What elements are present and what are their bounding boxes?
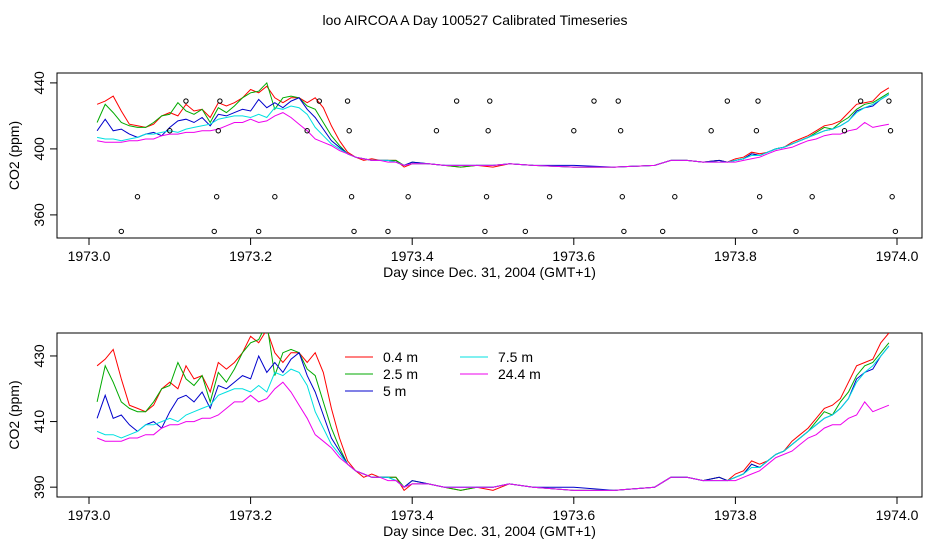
y-tick-label: 390 [31,475,47,499]
legend-label: 24.4 m [498,366,541,382]
y-tick-label: 360 [31,203,47,227]
data-point [617,128,624,134]
y-tick-label: 430 [31,344,47,368]
data-point [621,228,627,235]
x-tick-label: 1973.6 [552,248,595,264]
series-line-2-5-m [96,333,890,491]
top-panel: 1973.0 1973.2 1973.4 1973.6 1973.8 1974.0 360 4… [6,71,923,280]
data-point [215,128,221,134]
plot-frame [56,72,923,239]
legend-label: 2.5 m [383,366,418,382]
data-point [708,128,714,134]
series-line-7-5-m [96,345,890,491]
data-point [485,128,491,134]
x-axis-label: Day since Dec. 31, 2004 (GMT+1) [383,523,596,539]
series-line-24-4-m [96,381,890,491]
data-point [348,194,355,200]
data-point [211,228,217,235]
data-point [546,194,553,200]
x-tick-label: 1973.4 [391,507,434,523]
data-point [118,228,125,235]
x-tick-label: 1973.4 [391,248,434,264]
data-point [213,194,220,200]
figure-title: loo AIRCOA A Day 100527 Calibrated Times… [322,12,627,28]
data-point [183,98,189,104]
y-tick-label: 400 [31,137,47,161]
data-point [217,98,223,104]
data-point [167,128,173,134]
data-point [405,194,411,200]
data-point [346,128,352,134]
x-tick-label: 1973.6 [552,507,595,523]
data-point [571,128,577,134]
series-line-4 [97,112,889,168]
series-line-1 [96,81,890,168]
series-line-0 [96,85,890,168]
legend-label: 0.4 m [383,349,418,365]
data-point [591,98,597,104]
x-tick-label: 1974.0 [876,248,919,264]
x-tick-label: 1973.0 [68,507,111,523]
series-line-0-4-m [96,333,890,492]
legend-label: 5 m [383,383,406,399]
data-point [134,194,141,200]
y-tick-label: 410 [31,410,47,434]
data-point [793,228,799,235]
data-point [672,194,678,200]
data-point [272,194,278,200]
data-point [857,98,864,104]
data-point [619,194,625,200]
data-point [841,128,848,134]
data-point [753,128,760,134]
data-point [344,98,351,104]
data-point [483,194,490,200]
plot-area [96,333,890,492]
x-tick-label: 1973.2 [229,507,272,523]
data-point [756,194,763,200]
plot-area [96,81,890,168]
data-point [724,98,731,104]
data-point [482,228,488,235]
data-point [752,228,758,235]
data-point [892,228,899,235]
legend-label: 7.5 m [498,349,533,365]
series-line-5-m [96,345,890,491]
data-point [755,98,761,104]
x-tick-label: 1973.2 [229,248,272,264]
data-point [659,228,666,235]
data-point [304,128,310,134]
x-tick-label: 1974.0 [876,507,919,523]
plot-frame [56,332,923,498]
data-point [453,98,460,104]
data-point [316,98,322,104]
data-point [255,228,262,235]
data-point [889,194,895,200]
x-tick-label: 1973.8 [714,507,757,523]
x-axis-label: Day since Dec. 31, 2004 (GMT+1) [383,264,596,280]
y-tick-label: 440 [31,71,47,95]
y-axis-label: CO2 (ppm) [6,121,22,190]
data-point [522,228,529,235]
data-point [887,128,894,134]
x-tick-label: 1973.0 [68,248,111,264]
x-tick-label: 1973.8 [714,248,757,264]
data-point [615,98,621,104]
data-point [433,128,440,134]
y-axis-label: CO2 (ppm) [6,380,22,449]
bottom-panel: 1973.0 1973.2 1973.4 1973.6 1973.8 1974.0 390 4… [6,332,923,539]
data-point [886,98,892,104]
data-point [351,228,357,235]
data-point [385,228,391,235]
data-point [487,98,493,104]
data-point [809,194,815,200]
